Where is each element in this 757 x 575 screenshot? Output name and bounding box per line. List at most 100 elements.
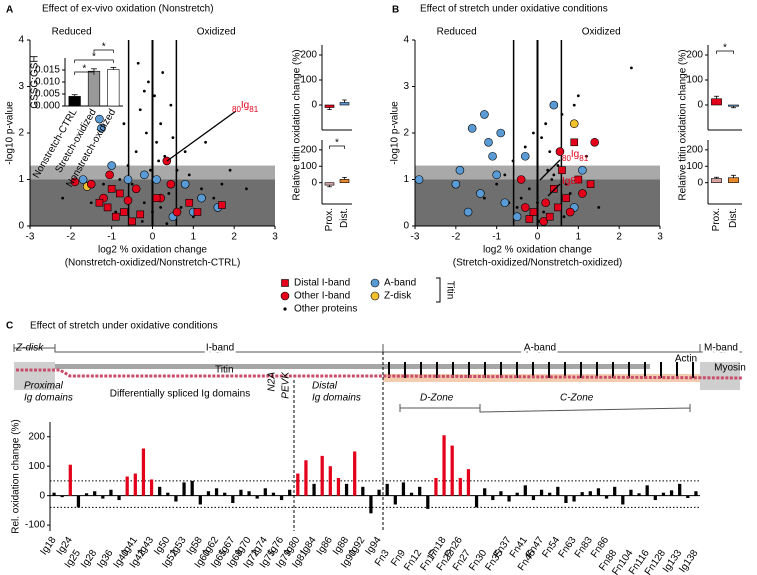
y-tick-label: 0 — [697, 100, 703, 111]
bar — [76, 495, 81, 508]
data-point — [144, 131, 148, 135]
data-point — [123, 175, 133, 184]
data-point — [180, 179, 190, 189]
callout-line — [166, 110, 237, 162]
significance-bracket — [93, 49, 114, 53]
bar — [645, 485, 649, 496]
bar — [613, 486, 617, 496]
bar — [661, 492, 666, 496]
data-point — [523, 145, 527, 149]
bar — [629, 489, 633, 496]
data-point — [540, 136, 543, 140]
region-label: N2A — [267, 372, 278, 392]
bar — [158, 486, 162, 496]
data-point — [220, 182, 224, 186]
titin-schematic: Z-disk I-band I-band A-band A-band M-ban… — [13, 341, 746, 531]
data-point — [142, 89, 146, 93]
legend-label: Z-disk — [384, 291, 412, 302]
data-point — [167, 192, 171, 195]
data-point — [555, 147, 565, 156]
data-point — [97, 124, 106, 133]
legend-swatch — [283, 307, 287, 311]
data-point — [172, 207, 182, 217]
bar — [637, 493, 641, 496]
data-point — [169, 103, 173, 107]
bar — [223, 492, 227, 496]
significance-star: * — [335, 138, 339, 149]
bar — [686, 495, 690, 499]
bar — [596, 488, 601, 496]
annotation: Reduced — [437, 27, 477, 38]
bar — [434, 477, 438, 496]
data-point — [114, 210, 118, 214]
bar — [409, 492, 414, 496]
panel-label: A — [6, 5, 13, 16]
data-point — [488, 151, 497, 161]
x-tick-label: -2 — [451, 232, 460, 243]
y-tick-label: 0.005 — [35, 89, 60, 100]
annotation: Oxidized — [197, 27, 236, 38]
data-point — [153, 94, 156, 98]
data-point — [520, 203, 530, 212]
titin-filament — [16, 368, 743, 380]
panel-label: C — [6, 321, 13, 332]
data-point — [105, 170, 114, 180]
legend-bracket — [436, 277, 441, 303]
data-point — [630, 66, 633, 70]
data-point — [89, 201, 93, 205]
x-tick-label: Ig86 — [315, 535, 335, 558]
legend-label: Other proteins — [294, 304, 357, 315]
data-point — [550, 178, 554, 181]
chart-title: Effect of stretch under oxidative condit… — [30, 321, 218, 332]
bar — [60, 495, 64, 498]
bar — [499, 491, 503, 496]
data-point — [503, 173, 507, 177]
y-axis-label: Rel. oxidation change (%) — [11, 419, 22, 534]
data-point — [480, 110, 489, 119]
bar — [263, 488, 267, 496]
data-point — [541, 198, 550, 208]
data-point — [142, 201, 146, 205]
y-tick-label: 1 — [18, 174, 24, 185]
data-point — [61, 196, 65, 200]
data-point — [496, 128, 506, 138]
data-point — [558, 166, 566, 174]
bar — [450, 445, 454, 496]
y-tick-label: 100 — [28, 461, 45, 472]
bar — [556, 486, 560, 496]
data-point — [548, 150, 552, 154]
data-point — [136, 61, 140, 65]
annotation: Oxidized — [582, 27, 621, 38]
y-axis-label: -log10 p-value — [390, 101, 401, 165]
data-point — [200, 187, 203, 191]
x-tick-label: 2 — [616, 232, 622, 243]
bar — [572, 495, 576, 502]
data-point — [576, 94, 580, 98]
bar — [149, 479, 154, 496]
data-point — [140, 219, 144, 223]
data-point — [597, 206, 601, 209]
data-point — [126, 164, 130, 167]
band-label-bg: M-band — [704, 343, 738, 354]
data-point — [123, 196, 133, 205]
bar — [68, 96, 81, 107]
data-point — [484, 138, 493, 147]
data-point — [162, 156, 172, 166]
data-point — [569, 119, 579, 128]
bar — [214, 488, 219, 496]
x-tick-label: 2 — [231, 232, 237, 243]
bar — [339, 179, 350, 183]
data-point — [512, 212, 522, 221]
data-point — [544, 122, 548, 126]
callout-part: Ig80 — [562, 176, 582, 187]
y-tick-label: 0 — [18, 221, 24, 232]
x-tick-label: 1 — [576, 232, 582, 243]
bar — [711, 98, 722, 106]
region-label: Proximal — [24, 381, 64, 392]
x-tick-label: 1 — [191, 232, 197, 243]
bar — [621, 495, 625, 505]
y-axis-label: Relative titin oxidation change (%) — [678, 49, 689, 200]
bar — [117, 495, 121, 501]
data-point — [171, 136, 175, 140]
